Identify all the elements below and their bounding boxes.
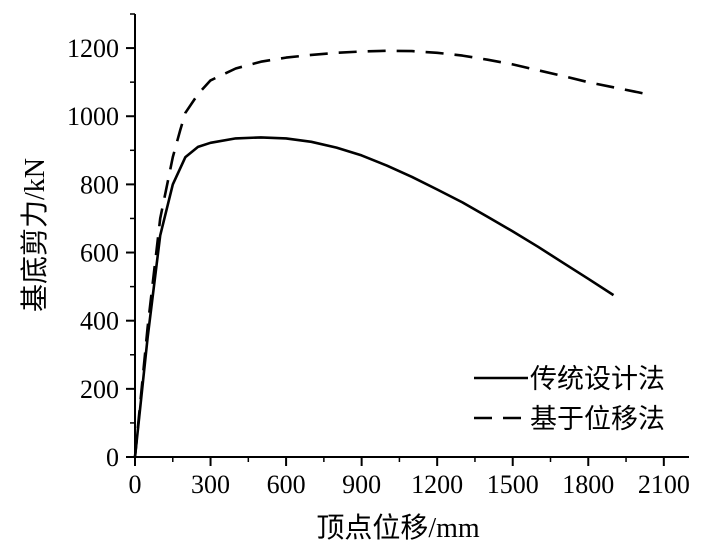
x-tick-label: 1500	[487, 470, 539, 499]
x-tick-label: 900	[342, 470, 381, 499]
x-tick-label: 2100	[638, 470, 690, 499]
series-layer	[133, 49, 652, 458]
y-tick-label: 400	[80, 307, 119, 336]
x-tick-label: 300	[191, 470, 230, 499]
series-line-2	[133, 49, 652, 458]
x-tick-label: 1200	[411, 470, 463, 499]
y-tick-label: 1200	[67, 34, 119, 63]
legend-label-1: 传统设计法	[530, 364, 665, 394]
y-tick-label: 600	[80, 239, 119, 268]
y-tick-label: 0	[106, 443, 119, 472]
axes: 0 300 600 900 1200 1500 1800 2100 0 200 400 600 800 1…	[67, 13, 690, 499]
x-axis-title: 顶点位移/mm	[316, 512, 480, 544]
series-line-1	[133, 136, 615, 458]
y-tick-label: 200	[80, 375, 119, 404]
y-tick-label: 800	[80, 170, 119, 199]
x-tick-label: 1800	[562, 470, 614, 499]
legend-label-2: 基于位移法	[530, 404, 665, 434]
y-axis-title: 基底剪力/kN	[19, 158, 51, 312]
x-tick-label: 600	[267, 470, 306, 499]
y-tick-label: 1000	[67, 102, 119, 131]
x-tick-label: 0	[129, 470, 142, 499]
